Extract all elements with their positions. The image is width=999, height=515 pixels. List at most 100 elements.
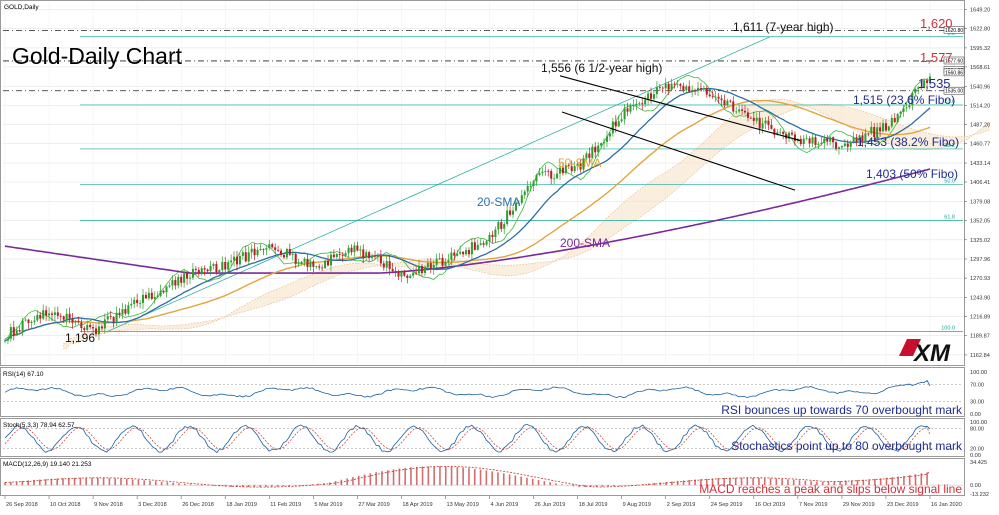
candle-body <box>917 87 920 89</box>
price-tick-label: 1649.20 <box>970 8 990 14</box>
macd-bar <box>560 484 563 486</box>
candle-body <box>884 123 887 131</box>
candle-body <box>620 119 623 122</box>
macd-bar <box>114 478 116 486</box>
candle-body <box>529 185 532 187</box>
candle-body <box>406 275 409 278</box>
macd-bar <box>787 479 789 486</box>
candle-body <box>80 322 83 329</box>
candle-body <box>453 252 456 256</box>
candle-body <box>426 263 429 268</box>
candle-body <box>473 242 476 250</box>
candle-body <box>24 319 27 321</box>
candle-body <box>150 292 153 299</box>
candle-body <box>71 318 74 323</box>
macd-bar <box>62 478 64 486</box>
macd-bar <box>850 480 853 486</box>
candle-body <box>717 96 720 99</box>
candle-body <box>429 263 432 269</box>
macd-bar <box>44 479 47 486</box>
candle-body <box>647 93 650 100</box>
macd-bar <box>526 477 528 486</box>
candle-body <box>373 255 377 257</box>
candle-body <box>241 252 244 256</box>
candle-body <box>206 269 209 272</box>
candle-body <box>388 261 391 270</box>
stoch-axis-label: 80.00 <box>970 427 984 433</box>
candle-body <box>332 254 335 257</box>
macd-bar <box>154 481 157 486</box>
candle-body <box>77 321 80 323</box>
sma50-line <box>4 99 931 342</box>
candle-body <box>488 234 491 242</box>
macd-bar <box>328 482 331 486</box>
candle-body <box>400 272 403 277</box>
candle-body <box>711 96 714 98</box>
candle-body <box>95 328 98 335</box>
candle-body <box>726 100 729 106</box>
candle-body <box>403 272 406 276</box>
candle-body <box>638 103 641 105</box>
macd-bar <box>288 485 290 486</box>
macd-bar <box>897 476 899 486</box>
date-tick-label: 7 Nov 2019 <box>799 502 828 508</box>
macd-bar <box>143 480 145 486</box>
candle-body <box>535 174 538 182</box>
candle-body <box>644 99 647 105</box>
candle-body <box>362 249 365 258</box>
macd-bar <box>381 471 383 486</box>
macd-bar <box>357 475 360 486</box>
candle-body <box>324 260 327 269</box>
candle-body <box>667 83 670 90</box>
date-tick-label: 18 Apr 2019 <box>402 502 432 508</box>
macd-bar <box>485 470 488 486</box>
candle-body <box>567 164 570 167</box>
candle-body <box>852 137 855 142</box>
candle-body <box>664 83 667 89</box>
candle-body <box>48 313 51 316</box>
label-level-1577: 1,577 <box>920 50 953 65</box>
candle-body <box>881 123 885 132</box>
candle-body <box>321 267 324 269</box>
stoch-comment: Stochastics point up to 80 overbought ma… <box>731 439 963 453</box>
macd-bar <box>879 478 882 486</box>
date-tick-label: 16 Oct 2019 <box>755 502 785 508</box>
candle-body <box>244 252 247 262</box>
price-tag-box <box>943 68 965 77</box>
macd-bar <box>253 485 256 488</box>
candle-body <box>476 244 479 250</box>
fibo-ratio-label: 50.0 <box>944 178 955 184</box>
candle-body <box>462 251 465 255</box>
date-tick-label: 18 Jul 2019 <box>579 502 608 508</box>
macd-bar <box>386 470 389 486</box>
candle-body <box>130 303 133 306</box>
candle-body <box>230 260 233 263</box>
candle-body <box>397 271 400 277</box>
candle-body <box>371 255 374 259</box>
candle-body <box>274 247 277 251</box>
macd-bar <box>856 480 859 486</box>
candle-body <box>356 245 359 251</box>
candle-body <box>573 166 576 172</box>
label-sma50: 50-SMA <box>558 156 601 170</box>
label-sma200: 200-SMA <box>560 236 610 250</box>
macd-bar <box>589 485 592 488</box>
candle-body <box>523 191 526 196</box>
date-tick-label: 13 May 2019 <box>446 502 478 508</box>
candle-body <box>376 256 379 257</box>
macd-bar <box>363 474 366 486</box>
macd-bar <box>845 480 847 486</box>
sma200-line <box>4 168 931 274</box>
candle-body <box>250 248 253 253</box>
date-tick-label: 23 Dec 2019 <box>887 502 919 508</box>
macd-bar <box>874 478 876 486</box>
date-tick-label: 3 Dec 2018 <box>138 502 167 508</box>
macd-bar <box>178 483 180 486</box>
fibo-ratio-label: 61.8 <box>944 215 955 221</box>
candle-body <box>773 128 776 135</box>
candle-body <box>761 123 764 129</box>
candle-body <box>450 252 453 260</box>
macd-bar <box>537 479 540 486</box>
